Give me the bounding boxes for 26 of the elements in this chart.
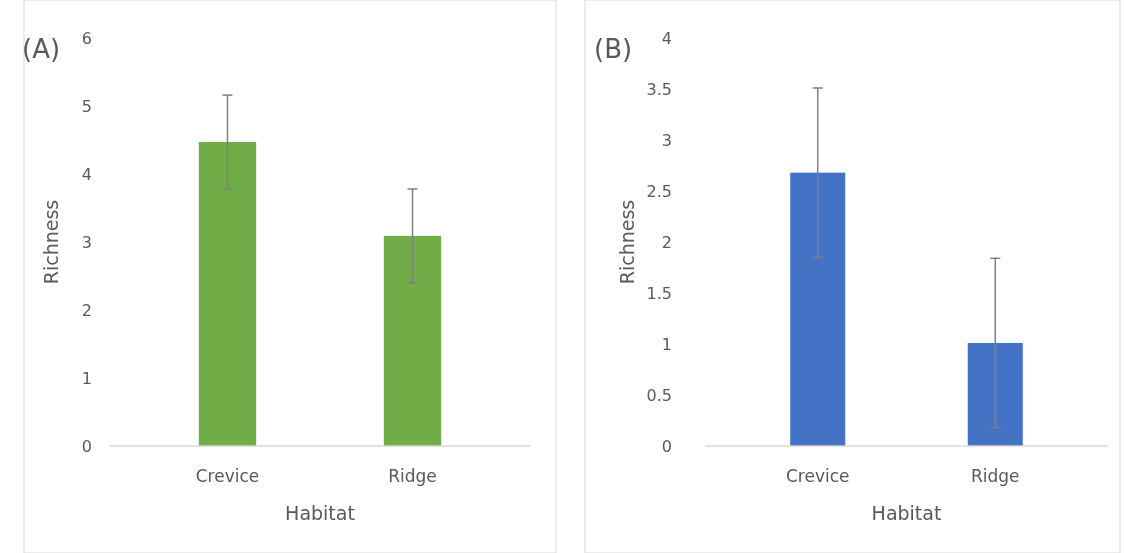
y-axis-title: Richness xyxy=(616,199,638,285)
y-tick-label: 2 xyxy=(661,232,672,252)
y-tick-label: 3.5 xyxy=(646,79,672,99)
y-tick-label: 4 xyxy=(661,28,672,48)
x-axis-title: Habitat xyxy=(285,502,355,524)
y-tick-label: 1.5 xyxy=(646,283,672,303)
y-tick-label: 0 xyxy=(81,436,92,456)
y-tick-label: 3 xyxy=(81,232,92,252)
y-tick-label: 4 xyxy=(81,164,92,184)
y-tick-label: 2.5 xyxy=(646,181,672,201)
text: (B) xyxy=(594,34,633,64)
y-tick-label: 0.5 xyxy=(646,385,672,405)
x-axis-title: Habitat xyxy=(871,502,942,524)
y-tick-label: 5 xyxy=(81,96,92,116)
y-tick-label: 1 xyxy=(661,334,672,354)
y-tick-label: 2 xyxy=(81,300,92,320)
y-tick-label: 3 xyxy=(661,130,672,150)
y-axis-title: Richness xyxy=(40,199,62,285)
x-tick-label: Ridge xyxy=(388,466,437,486)
y-tick-label: 6 xyxy=(81,28,92,48)
x-tick-label: Ridge xyxy=(970,466,1020,486)
y-tick-label: 1 xyxy=(81,368,92,388)
text: (A) xyxy=(22,34,61,64)
x-tick-label: Crevice xyxy=(785,466,850,486)
x-tick-label: Crevice xyxy=(195,466,260,486)
y-tick-label: 0 xyxy=(661,436,672,456)
